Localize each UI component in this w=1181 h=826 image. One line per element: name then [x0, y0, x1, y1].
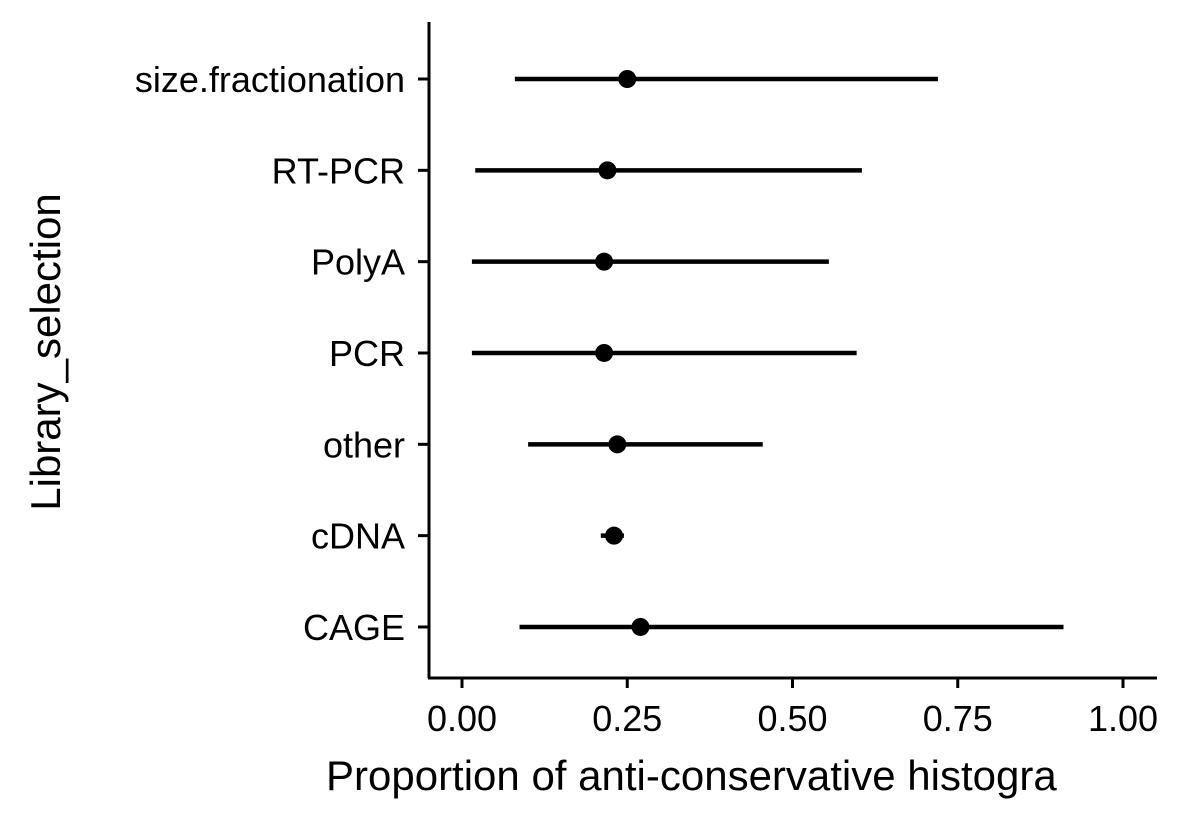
y-axis-title: Library_selection: [22, 193, 69, 511]
y-tick-label: other: [323, 424, 405, 465]
estimate-point: [618, 70, 637, 88]
x-tick-label: 0.50: [757, 698, 827, 739]
y-tick-label: size.fractionation: [135, 59, 405, 100]
x-tick-label: 1.00: [1088, 698, 1158, 739]
x-axis-ticks: 0.00 0.25 0.50 0.75 1.00: [427, 678, 1158, 739]
y-tick-label: PCR: [329, 333, 405, 374]
estimate-point: [595, 343, 614, 362]
x-tick-label: 0.25: [592, 698, 662, 739]
y-tick-label: PolyA: [311, 242, 405, 283]
y-tick-label: RT-PCR: [272, 150, 405, 191]
y-axis-ticks: size.fractionation RT-PCR PolyA PCR other cDN…: [135, 59, 429, 648]
y-tick-label: cDNA: [311, 516, 405, 557]
x-tick-label: 0.75: [923, 698, 993, 739]
estimate-point: [608, 435, 627, 454]
estimate-point: [598, 161, 617, 180]
plot-area: [471, 70, 1064, 636]
y-tick-label: CAGE: [303, 607, 405, 648]
x-tick-label: 0.00: [427, 698, 497, 739]
estimate-point: [595, 252, 614, 271]
x-axis-title: Proportion of anti-conservative histogra: [326, 752, 1057, 799]
estimate-point: [631, 617, 650, 636]
estimate-point: [605, 526, 624, 545]
